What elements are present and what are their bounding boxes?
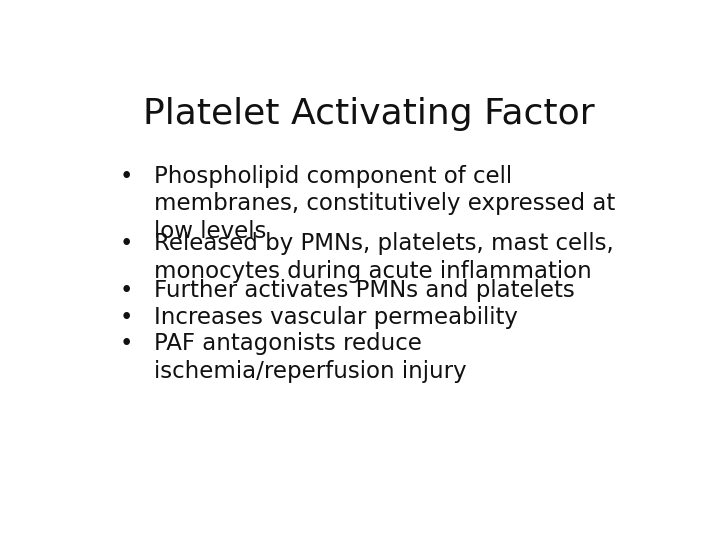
Text: Further activates PMNs and platelets: Further activates PMNs and platelets	[154, 279, 575, 302]
Text: Released by PMNs, platelets, mast cells,
monocytes during acute inflammation: Released by PMNs, platelets, mast cells,…	[154, 232, 614, 283]
Text: Platelet Activating Factor: Platelet Activating Factor	[143, 97, 595, 131]
Text: •: •	[120, 333, 133, 355]
Text: PAF antagonists reduce
ischemia/reperfusion injury: PAF antagonists reduce ischemia/reperfus…	[154, 333, 467, 383]
Text: •: •	[120, 306, 133, 329]
Text: •: •	[120, 279, 133, 302]
Text: Phospholipid component of cell
membranes, constitutively expressed at
low levels: Phospholipid component of cell membranes…	[154, 165, 616, 243]
Text: •: •	[120, 165, 133, 188]
Text: Increases vascular permeability: Increases vascular permeability	[154, 306, 518, 329]
Text: •: •	[120, 232, 133, 255]
